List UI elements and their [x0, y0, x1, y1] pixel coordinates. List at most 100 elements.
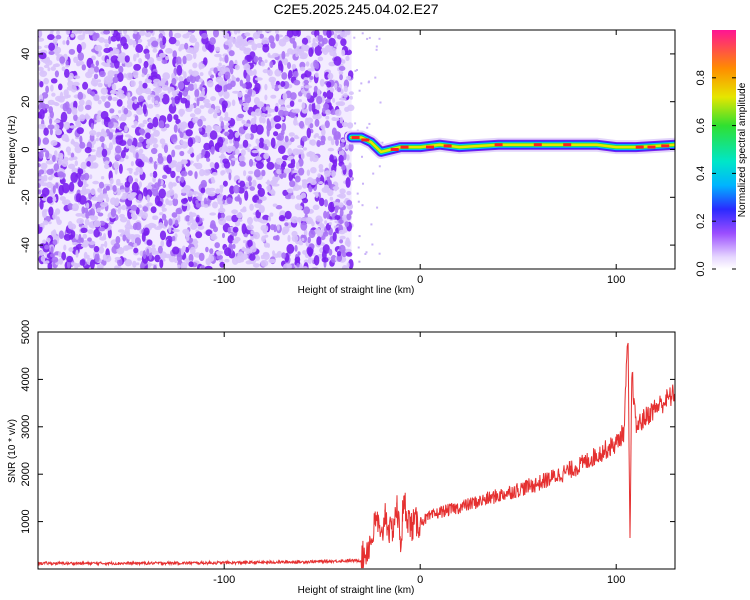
noise-speckle [55, 208, 61, 215]
noise-speckle [151, 96, 155, 103]
noise-speckle [207, 80, 214, 88]
noise-speckle [168, 30, 173, 39]
noise-speckle [63, 89, 69, 97]
noise-speckle [104, 160, 110, 165]
noise-speckle [247, 39, 255, 45]
noise-speckle [303, 79, 309, 85]
noise-speckle [159, 212, 164, 216]
noise-speckle [232, 38, 237, 45]
noise-speckle [357, 246, 360, 249]
noise-speckle [43, 127, 49, 136]
noise-speckle [346, 251, 353, 257]
noise-speckle [291, 109, 298, 113]
noise-speckle [138, 193, 143, 202]
noise-speckle [44, 59, 53, 66]
noise-speckle [316, 96, 323, 105]
noise-speckle [317, 34, 324, 42]
noise-speckle [204, 265, 213, 269]
noise-speckle [200, 264, 205, 269]
noise-speckle [284, 210, 292, 220]
noise-speckle [58, 184, 64, 196]
noise-speckle [266, 123, 272, 132]
noise-speckle [104, 240, 108, 248]
noise-speckle [326, 81, 332, 88]
noise-speckle [93, 93, 100, 102]
spectrogram-ylabel: Frequency (Hz) [7, 116, 18, 185]
noise-speckle [86, 161, 91, 167]
noise-speckle [313, 59, 319, 69]
noise-speckle [110, 30, 114, 35]
noise-speckle [290, 137, 295, 143]
noise-speckle [251, 150, 260, 154]
noise-speckle [38, 169, 45, 175]
colorbar-tick-label: 0.4 [695, 166, 707, 181]
noise-speckle [44, 260, 50, 264]
noise-speckle [162, 207, 167, 212]
noise-speckle [331, 117, 337, 121]
noise-speckle [190, 75, 196, 84]
noise-speckle [311, 102, 316, 113]
noise-speckle [218, 82, 226, 86]
noise-speckle [162, 72, 171, 80]
noise-speckle [273, 115, 282, 123]
noise-speckle [54, 70, 60, 78]
noise-speckle [109, 177, 114, 185]
noise-speckle [319, 78, 325, 87]
noise-speckle [324, 199, 328, 208]
noise-speckle [341, 59, 346, 64]
noise-speckle [225, 148, 230, 153]
noise-speckle [139, 30, 146, 36]
noise-speckle [305, 216, 313, 225]
noise-speckle [229, 185, 235, 195]
noise-speckle [85, 211, 90, 219]
noise-speckle [38, 189, 42, 195]
noise-speckle [217, 71, 223, 77]
noise-speckle [121, 204, 127, 211]
noise-speckle [175, 56, 182, 65]
noise-speckle [275, 234, 280, 241]
noise-speckle [318, 164, 324, 170]
spectrogram-panel: -100 0 100 -40 -20 0 20 40 Height of straight l… [7, 29, 676, 296]
noise-speckle [198, 78, 204, 83]
noise-speckle [188, 121, 194, 129]
noise-speckle [79, 259, 86, 266]
noise-speckle [150, 206, 157, 214]
noise-speckle [67, 221, 73, 229]
noise-speckle [56, 30, 60, 35]
noise-speckle [146, 137, 152, 144]
noise-speckle [66, 255, 74, 263]
noise-speckle [334, 215, 341, 220]
noise-speckle [171, 97, 176, 107]
noise-speckle [175, 207, 183, 215]
noise-speckle [44, 45, 50, 49]
noise-speckle [332, 186, 340, 191]
noise-speckle [129, 234, 135, 238]
colorbar-tick-label: 0.8 [695, 70, 707, 85]
noise-speckle [180, 170, 188, 177]
noise-speckle [96, 79, 102, 83]
noise-speckle [326, 90, 334, 100]
noise-speckle [110, 55, 119, 64]
noise-speckle [198, 61, 203, 70]
noise-speckle [151, 244, 156, 248]
noise-speckle [114, 256, 122, 261]
noise-speckle [300, 222, 308, 231]
noise-speckle [38, 176, 45, 180]
noise-speckle [254, 77, 263, 81]
noise-speckle [305, 61, 310, 67]
noise-speckle [172, 229, 180, 233]
noise-speckle [327, 136, 333, 141]
band-hotspot [443, 144, 452, 148]
noise-speckle [223, 161, 231, 169]
noise-speckle [101, 148, 108, 158]
noise-speckle [89, 259, 95, 269]
noise-speckle [168, 254, 176, 263]
noise-speckle [264, 83, 268, 91]
y-tick-label: 1000 [20, 509, 32, 533]
noise-speckle [213, 112, 218, 119]
noise-speckle [300, 152, 305, 160]
noise-speckle [52, 185, 56, 194]
noise-speckle [253, 55, 259, 63]
noise-speckle [316, 236, 322, 246]
noise-speckle [117, 207, 121, 214]
